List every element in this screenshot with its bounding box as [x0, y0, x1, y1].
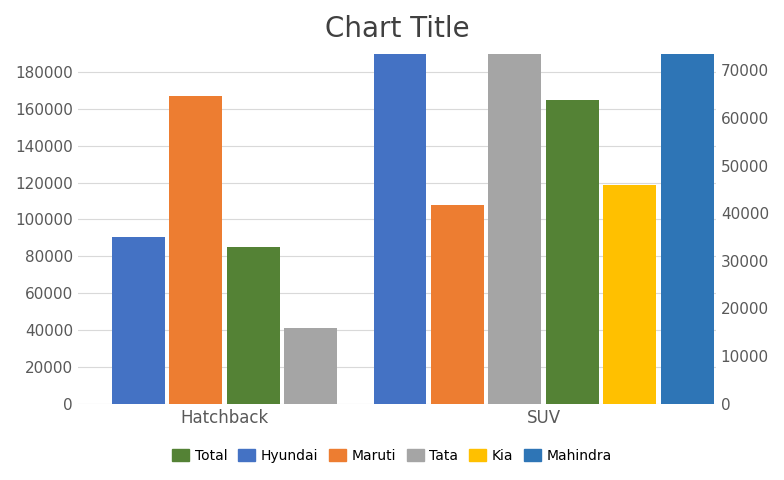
Bar	[431, 205, 484, 404]
Bar	[285, 327, 337, 404]
Bar	[169, 96, 222, 404]
Title: Chart Title: Chart Title	[325, 15, 469, 43]
Bar	[546, 100, 599, 404]
Legend: Total, Hyundai, Maruti, Tata, Kia, Mahindra: Total, Hyundai, Maruti, Tata, Kia, Mahin…	[167, 443, 617, 468]
Bar	[374, 0, 426, 404]
Bar	[112, 237, 165, 404]
Bar	[604, 185, 656, 404]
Bar	[227, 247, 280, 404]
Bar	[661, 0, 713, 404]
Bar	[488, 0, 541, 404]
